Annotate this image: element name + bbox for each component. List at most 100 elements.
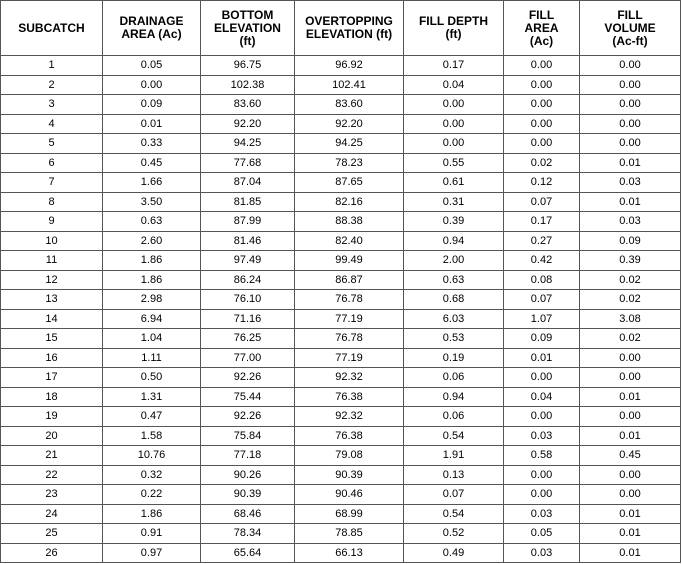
table-cell: 26 xyxy=(0,542,103,563)
table-cell: 96.92 xyxy=(294,55,404,76)
header-line: ELEVATION (ft) xyxy=(305,27,393,41)
table-row: 14 6.94 71.16 77.19 6.03 1.07 3.08 xyxy=(0,308,681,329)
table-cell: 4 xyxy=(0,113,103,134)
table-cell: 92.26 xyxy=(200,367,295,388)
table-cell: 0.08 xyxy=(503,269,580,290)
table-cell: 19 xyxy=(0,406,103,427)
table-row: 1 0.05 96.75 96.92 0.17 0.00 0.00 xyxy=(0,55,681,76)
table-cell: 92.26 xyxy=(200,406,295,427)
table-cell: 0.09 xyxy=(102,94,201,115)
table-cell: 77.19 xyxy=(294,347,404,368)
table-cell: 0.03 xyxy=(579,172,681,193)
table-cell: 1.86 xyxy=(102,503,201,524)
table-cell: 0.68 xyxy=(403,289,504,310)
table-cell: 0.02 xyxy=(503,152,580,173)
table-row: 2 0.00 102.38 102.41 0.04 0.00 0.00 xyxy=(0,74,681,95)
table-cell: 82.16 xyxy=(294,191,404,212)
table-cell: 0.03 xyxy=(503,542,580,563)
table-row: 15 1.04 76.25 76.78 0.53 0.09 0.02 xyxy=(0,328,681,349)
table-cell: 82.40 xyxy=(294,230,404,251)
table-cell: 77.18 xyxy=(200,445,295,466)
table-cell: 0.01 xyxy=(102,113,201,134)
table-cell: 23 xyxy=(0,484,103,505)
table-cell: 1.07 xyxy=(503,308,580,329)
table-cell: 0.63 xyxy=(403,269,504,290)
table-cell: 8 xyxy=(0,191,103,212)
table-cell: 76.78 xyxy=(294,328,404,349)
table-cell: 0.49 xyxy=(403,542,504,563)
header-line: FILL xyxy=(528,7,555,22)
table-cell: 99.49 xyxy=(294,250,404,271)
table-row: 22 0.32 90.26 90.39 0.13 0.00 0.00 xyxy=(0,464,681,485)
table-cell: 0.31 xyxy=(403,191,504,212)
table-cell: 0.00 xyxy=(579,347,681,368)
table-cell: 0.01 xyxy=(579,425,681,446)
table-cell: 0.00 xyxy=(403,94,504,115)
table-cell: 79.08 xyxy=(294,445,404,466)
table-cell: 0.01 xyxy=(579,542,681,563)
table-cell: 0.00 xyxy=(503,133,580,154)
table-cell: 0.00 xyxy=(579,464,681,485)
table-cell: 97.49 xyxy=(200,250,295,271)
table-row: 26 0.97 65.64 66.13 0.49 0.03 0.01 xyxy=(0,542,681,563)
table-cell: 77.68 xyxy=(200,152,295,173)
table-cell: 0.00 xyxy=(503,484,580,505)
table-cell: 0.27 xyxy=(503,230,580,251)
table-cell: 0.00 xyxy=(579,94,681,115)
table-row: 12 1.86 86.24 86.87 0.63 0.08 0.02 xyxy=(0,269,681,290)
table-cell: 0.02 xyxy=(579,289,681,310)
table-row: 10 2.60 81.46 82.40 0.94 0.27 0.09 xyxy=(0,230,681,251)
table-row: 25 0.91 78.34 78.85 0.52 0.05 0.01 xyxy=(0,523,681,544)
table-cell: 0.02 xyxy=(579,328,681,349)
column-header: FILL AREA (Ac) xyxy=(503,0,580,56)
column-header: FILL DEPTH (ft) xyxy=(403,0,504,56)
table-cell: 78.23 xyxy=(294,152,404,173)
table-cell: 0.17 xyxy=(403,55,504,76)
column-header: SUBCATCH xyxy=(0,0,103,56)
header-line: (ft) xyxy=(239,33,256,48)
table-cell: 6.94 xyxy=(102,308,201,329)
table-cell: 7 xyxy=(0,172,103,193)
table-cell: 92.32 xyxy=(294,367,404,388)
table-cell: 0.05 xyxy=(102,55,201,76)
table-row: 4 0.01 92.20 92.20 0.00 0.00 0.00 xyxy=(0,113,681,134)
table-cell: 24 xyxy=(0,503,103,524)
table-cell: 0.50 xyxy=(102,367,201,388)
table-cell: 16 xyxy=(0,347,103,368)
table-cell: 15 xyxy=(0,328,103,349)
table-cell: 102.41 xyxy=(294,74,404,95)
table-row: 13 2.98 76.10 76.78 0.68 0.07 0.02 xyxy=(0,289,681,310)
table-row: 24 1.86 68.46 68.99 0.54 0.03 0.01 xyxy=(0,503,681,524)
table-cell: 76.10 xyxy=(200,289,295,310)
table-cell: 65.64 xyxy=(200,542,295,563)
table-cell: 0.00 xyxy=(579,55,681,76)
table-cell: 0.00 xyxy=(579,367,681,388)
column-header: FILL VOLUME (Ac-ft) xyxy=(579,0,681,56)
table-cell: 1.66 xyxy=(102,172,201,193)
table-cell: 1.58 xyxy=(102,425,201,446)
table-row: 6 0.45 77.68 78.23 0.55 0.02 0.01 xyxy=(0,152,681,173)
table-cell: 0.13 xyxy=(403,464,504,485)
table-row: 5 0.33 94.25 94.25 0.00 0.00 0.00 xyxy=(0,133,681,154)
header-line: FILL xyxy=(617,7,643,22)
table-cell: 1.86 xyxy=(102,269,201,290)
table-row: 7 1.66 87.04 87.65 0.61 0.12 0.03 xyxy=(0,172,681,193)
table-cell: 0.01 xyxy=(579,503,681,524)
table-cell: 1 xyxy=(0,55,103,76)
table-cell: 0.17 xyxy=(503,211,580,232)
table-cell: 90.26 xyxy=(200,464,295,485)
table-cell: 0.58 xyxy=(503,445,580,466)
header-row: SUBCATCH DRAINAGE AREA (Ac) BOTTOM ELEVATION… xyxy=(0,0,681,56)
header-line: (ft) xyxy=(445,27,462,41)
table-cell: 81.46 xyxy=(200,230,295,251)
table-cell: 0.01 xyxy=(579,191,681,212)
table-cell: 78.34 xyxy=(200,523,295,544)
table-row: 19 0.47 92.26 92.32 0.06 0.00 0.00 xyxy=(0,406,681,427)
table-cell: 2.00 xyxy=(403,250,504,271)
table-cell: 0.47 xyxy=(102,406,201,427)
table-row: 16 1.11 77.00 77.19 0.19 0.01 0.00 xyxy=(0,347,681,368)
column-header: DRAINAGE AREA (Ac) xyxy=(102,0,201,56)
table-cell: 0.03 xyxy=(503,425,580,446)
